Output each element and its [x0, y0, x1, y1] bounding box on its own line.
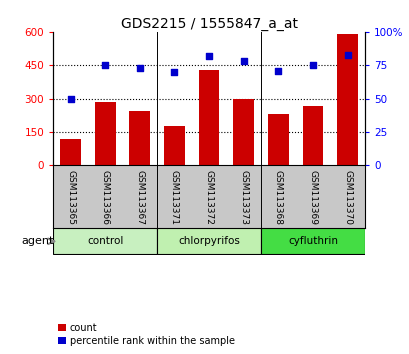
- Bar: [157, 228, 261, 254]
- Point: [274, 68, 281, 73]
- Bar: [261, 228, 364, 254]
- Text: control: control: [87, 236, 123, 246]
- Title: GDS2215 / 1555847_a_at: GDS2215 / 1555847_a_at: [120, 17, 297, 31]
- Text: GSM113371: GSM113371: [170, 170, 179, 225]
- Text: agent: agent: [21, 236, 53, 246]
- Bar: [267, 114, 288, 165]
- Point: [205, 53, 212, 59]
- Point: [344, 52, 350, 57]
- Bar: [198, 70, 219, 165]
- Legend: count, percentile rank within the sample: count, percentile rank within the sample: [58, 323, 234, 346]
- Bar: [164, 126, 184, 165]
- Text: GSM113369: GSM113369: [308, 170, 317, 225]
- Bar: [336, 34, 357, 165]
- Bar: [94, 102, 115, 165]
- Bar: [302, 106, 323, 165]
- Point: [102, 62, 108, 68]
- Text: cyfluthrin: cyfluthrin: [287, 236, 337, 246]
- Bar: [233, 98, 254, 165]
- Point: [67, 96, 74, 101]
- Point: [309, 62, 315, 68]
- Text: GSM113370: GSM113370: [342, 170, 351, 225]
- Bar: [53, 228, 157, 254]
- Text: GSM113366: GSM113366: [101, 170, 110, 225]
- Bar: [129, 111, 150, 165]
- Point: [136, 65, 143, 71]
- Bar: [60, 138, 81, 165]
- Text: GSM113368: GSM113368: [273, 170, 282, 225]
- Point: [171, 69, 178, 75]
- Text: GSM113367: GSM113367: [135, 170, 144, 225]
- Text: GSM113365: GSM113365: [66, 170, 75, 225]
- Text: chlorpyrifos: chlorpyrifos: [178, 236, 239, 246]
- Text: GSM113373: GSM113373: [238, 170, 247, 225]
- Point: [240, 58, 246, 64]
- Text: GSM113372: GSM113372: [204, 170, 213, 225]
